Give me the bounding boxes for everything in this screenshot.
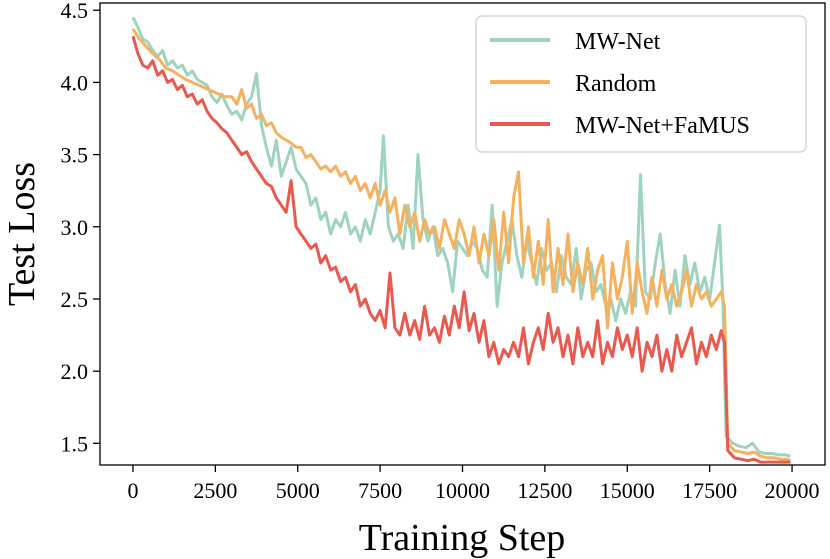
legend-label-mw-net: MW-Net (575, 29, 661, 55)
y-tick-label: 4.0 (61, 70, 89, 95)
series-line-random (131, 28, 792, 463)
y-tick-label: 2.0 (61, 359, 89, 384)
legend-label-mw-net-famus: MW-Net+FaMUS (575, 113, 750, 139)
y-axis-title: Test Loss (1, 162, 43, 306)
y-tick-label: 2.5 (61, 287, 89, 312)
x-tick-label: 17500 (682, 478, 737, 503)
legend: MW-Net Random MW-Net+FaMUS (475, 15, 807, 153)
legend-box (475, 15, 807, 153)
x-tick-label: 2500 (193, 478, 237, 503)
x-tick-label: 7500 (358, 478, 402, 503)
x-axis-title: Training Step (359, 517, 566, 559)
x-tick-label: 0 (127, 478, 138, 503)
x-tick-label: 5000 (276, 478, 320, 503)
x-tick-label: 20000 (765, 478, 820, 503)
y-axis: 1.5 2.0 2.5 3.0 3.5 4.0 4.5 (61, 0, 100, 456)
x-tick-label: 10000 (435, 478, 490, 503)
y-tick-label: 4.5 (61, 0, 89, 23)
series-line-mw-net-famus (131, 35, 791, 464)
x-tick-label: 15000 (600, 478, 655, 503)
series-line-mw-net (131, 16, 791, 458)
y-tick-label: 3.0 (61, 215, 89, 240)
legend-label-random: Random (575, 71, 657, 97)
series-layer (131, 16, 792, 464)
x-axis: 0 2500 5000 7500 10000 12500 15000 17500 20000 (127, 465, 820, 503)
x-tick-label: 12500 (517, 478, 572, 503)
y-tick-label: 3.5 (61, 143, 89, 168)
y-tick-label: 1.5 (61, 431, 89, 456)
